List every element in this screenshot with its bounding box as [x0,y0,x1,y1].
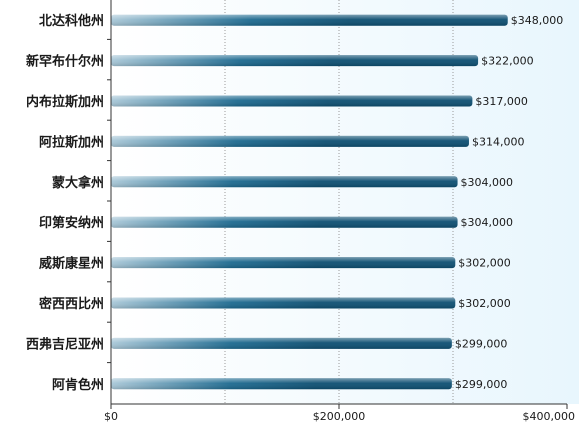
bar-shine [111,337,452,349]
value-label: $302,000 [458,257,511,270]
bar-shine [111,14,508,26]
x-axis: $0 $200,000 $400,000 [104,0,575,423]
value-label: $314,000 [472,135,524,148]
category-label: 蒙大拿州 [52,175,104,191]
bar-shine [111,257,456,269]
value-label: $302,000 [458,297,511,310]
category-label: 新罕布什尔州 [26,54,104,70]
value-label: $348,000 [511,14,563,27]
value-label: $304,000 [461,176,514,189]
value-label: $299,000 [455,378,508,391]
category-label: 印第安纳州 [39,215,104,231]
x-tick-label: $400,000 [523,410,576,423]
x-tick-label: $200,000 [313,410,366,423]
value-label: $317,000 [475,95,528,108]
category-label: 北达科他州 [39,13,104,29]
bar-shine [111,135,469,147]
bar-shine [111,55,479,67]
bar-shine [111,297,456,309]
category-label: 内布拉斯加州 [26,94,104,110]
category-label: 密西西比州 [38,296,104,312]
category-labels: 北达科他州新罕布什尔州内布拉斯加州阿拉斯加州蒙大拿州印第安纳州威斯康星州密西西比… [26,13,111,393]
bar-shine [111,95,473,107]
category-label: 阿拉斯加州 [39,134,104,150]
grid-lines [224,0,454,404]
bar-shine [111,378,452,390]
value-label: $322,000 [481,55,533,68]
value-label: $304,000 [461,216,514,229]
category-label: 阿肯色州 [52,377,104,393]
category-label: 西弗吉尼亚州 [26,336,104,352]
category-label: 威斯康星州 [39,256,104,272]
value-label: $299,000 [455,337,508,350]
bars-group: $348,000 $322,000 $317,000 $314,000 $304,000… [111,14,563,391]
plot-area [111,0,579,404]
x-tick-label: $0 [104,410,118,423]
bar-shine [111,176,458,188]
bar-shine [111,216,458,228]
